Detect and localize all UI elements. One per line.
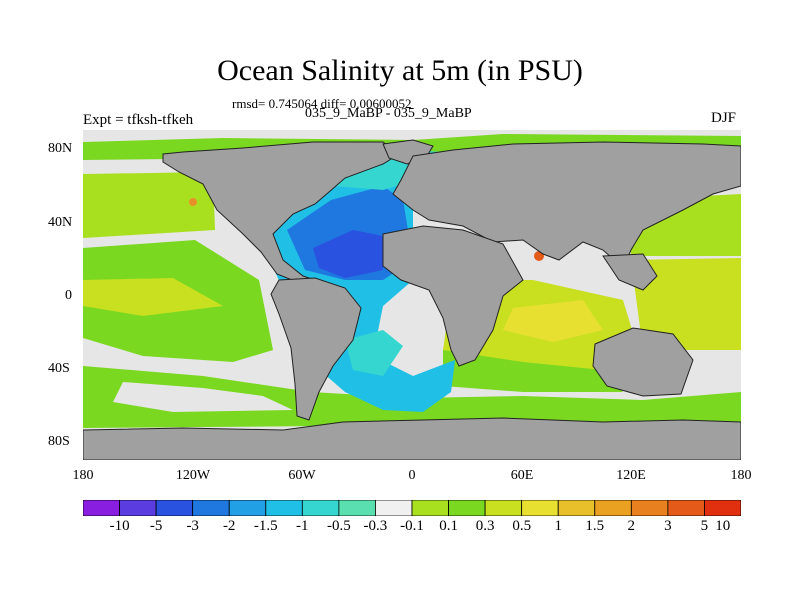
colorbar-label: -5 <box>149 518 163 534</box>
colorbar-label: 1.5 <box>585 518 605 534</box>
colorbar-swatch <box>83 500 120 516</box>
colorbar-swatch <box>375 500 413 516</box>
field-indian-yellow <box>503 300 603 342</box>
colorbar-swatch <box>411 500 449 516</box>
field-west-pacific <box>631 258 741 350</box>
colorbar-label: 0.5 <box>512 518 532 534</box>
x-tick-label: 60W <box>288 468 316 483</box>
colorbar-swatch <box>521 500 559 516</box>
salinity-map <box>83 130 741 460</box>
field-north-pacific <box>83 172 215 238</box>
continent-north-america <box>162 141 400 283</box>
colorbar-swatch <box>301 500 340 516</box>
colorbar-label: 0.3 <box>475 518 495 534</box>
colorbar-label: 5 <box>700 518 709 534</box>
colorbar-swatch <box>228 500 267 516</box>
x-tick-label: 0 <box>408 468 416 483</box>
colorbar-label: 10 <box>715 518 731 534</box>
colorbar-label: 1 <box>554 518 562 534</box>
colorbar-label: -1 <box>296 518 309 534</box>
colorbar-swatch <box>192 500 230 516</box>
colorbar-label: -10 <box>109 518 130 534</box>
x-tick-label: 180 <box>730 468 752 483</box>
colorbar-swatch <box>667 500 705 516</box>
continent-africa <box>382 225 524 367</box>
colorbar-label: 3 <box>664 518 672 534</box>
x-tick-label: 60E <box>510 468 534 483</box>
colorbar-swatch <box>484 500 523 516</box>
y-tick-label: 80N <box>48 141 73 156</box>
field-atlantic-deep <box>313 230 383 278</box>
colorbar-swatch <box>155 500 194 516</box>
colorbar-label: 2 <box>627 518 636 534</box>
field-indian-south <box>443 350 623 392</box>
colorbar-label: 0.1 <box>439 518 458 534</box>
stats-line: rmsd= 0.745064 diff= 0.00600052 <box>232 96 412 111</box>
colorbar-swatch <box>704 500 741 516</box>
colorbar-label: -1.5 <box>253 518 278 534</box>
expt-label: Expt = tfksh-tfkeh <box>83 112 194 128</box>
continents <box>83 139 741 460</box>
colorbar-label: -0.5 <box>327 518 351 534</box>
colorbar-label: -2 <box>222 518 236 534</box>
x-tick-label: 180 <box>72 468 94 483</box>
colorbar-label: -0.3 <box>363 518 388 534</box>
x-tick-label: 120E <box>616 468 646 483</box>
experiments-label: 035_9_MaBP - 035_9_MaBP <box>305 106 472 121</box>
season-label: DJF <box>711 110 737 126</box>
colorbar-swatch <box>594 500 632 516</box>
y-tick-label: 40S <box>48 361 70 376</box>
field-south-atlantic-teal <box>345 330 403 376</box>
colorbar-swatch <box>338 500 376 516</box>
colorbar-swatch <box>557 500 596 516</box>
x-tick-label: 120W <box>175 468 211 483</box>
field-south-pacific-light <box>113 382 293 412</box>
y-tick-label: 80S <box>48 434 70 449</box>
continent-australia <box>592 327 694 397</box>
y-tick-label: 40N <box>48 215 73 230</box>
hotspot-north-pacific <box>189 198 197 206</box>
y-tick-label: 0 <box>65 288 72 303</box>
continent-south-america <box>270 277 362 421</box>
colorbar-swatch <box>119 500 157 516</box>
colorbar-swatch <box>448 500 486 516</box>
colorbar-label: -0.1 <box>400 518 424 534</box>
continent-southeast-asia <box>602 253 658 291</box>
colorbar-label: -3 <box>186 518 199 534</box>
continent-antarctica <box>83 417 741 460</box>
field-eq-pacific-light <box>83 278 223 316</box>
plot-title: Ocean Salinity at 5m (in PSU) <box>217 54 583 87</box>
colorbar <box>83 500 741 516</box>
colorbar-swatch <box>630 500 669 516</box>
colorbar-swatch <box>265 500 303 516</box>
